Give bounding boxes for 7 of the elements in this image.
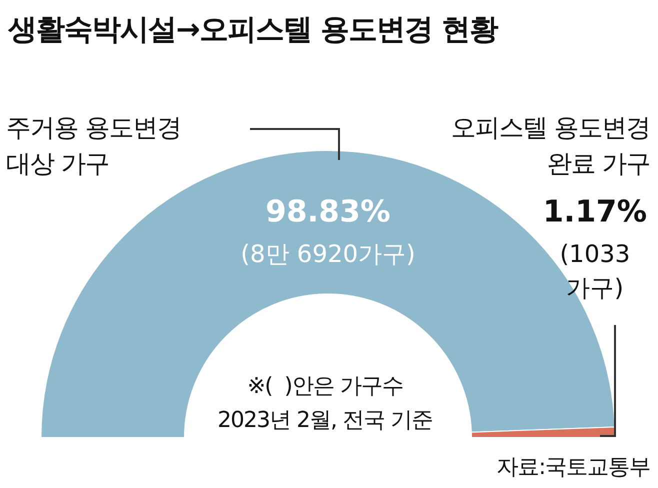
text: 자료:국토교통부 [496,454,650,482]
chart-title: 생활숙박시설→오피스텔 용도변경 현황 [8,11,498,48]
data-label: 98.83% (8만 6920가구) [240,194,416,268]
text: ※( )안은 가구수 2023년 2월, 전국 기준 [216,373,434,435]
data-label: 1.17% (1033 가구) [542,194,647,302]
slice-label: 주거용 용도변경 대상 가구 [6,112,181,180]
slice-label: 오피스텔 용도변경 완료 가구 [451,112,650,180]
